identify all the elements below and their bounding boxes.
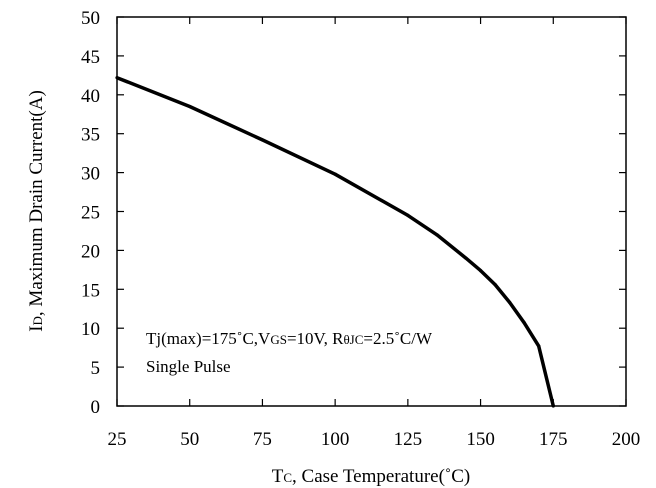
annotation-line-2: Single Pulse [146, 357, 231, 376]
data-point [188, 104, 192, 109]
x-tick-label: 125 [394, 429, 423, 450]
y-tick-label: 10 [81, 319, 100, 340]
y-axis-label: ID, Maximum Drain Current(A) [26, 90, 47, 332]
data-point [522, 321, 526, 325]
x-axis-label: TC, Case Temperature(˚C) [272, 466, 471, 487]
data-point [333, 172, 337, 176]
data-point [478, 269, 483, 273]
x-tick-label: 50 [180, 429, 199, 450]
y-tick-label: 45 [81, 47, 100, 68]
data-point [508, 300, 512, 305]
y-tick-label: 0 [91, 397, 101, 418]
y-tick-label: 25 [81, 203, 100, 224]
y-tick-label: 35 [81, 125, 100, 146]
x-tick-label: 25 [108, 429, 127, 450]
data-point [406, 213, 410, 217]
y-tick-label: 20 [81, 241, 100, 262]
data-point [435, 233, 439, 237]
y-tick-label: 5 [91, 358, 101, 379]
x-tick-label: 150 [466, 429, 495, 450]
annotation-line-1: Tj(max)=175˚C,VGS=10V, RθJC=2.5˚C/W [146, 329, 433, 348]
y-tick-labels: 0 5 10 15 20 25 30 35 40 45 50 [81, 8, 100, 418]
x-tick-labels: 25 50 75 100 125 150 175 200 [108, 429, 641, 450]
data-point [551, 404, 555, 408]
y-tick-label: 30 [81, 164, 100, 185]
x-tick-label: 100 [321, 429, 350, 450]
y-tick-label: 15 [81, 280, 100, 301]
x-tick-label: 175 [539, 429, 568, 450]
data-point [115, 76, 119, 80]
data-point [537, 344, 541, 348]
axis-ticks [116, 16, 627, 407]
y-tick-label: 50 [81, 8, 100, 29]
y-tick-label: 40 [81, 86, 100, 107]
data-point [260, 138, 265, 142]
annotation-box [136, 320, 508, 382]
series-points [115, 76, 555, 408]
x-tick-label: 75 [253, 429, 272, 450]
x-tick-label: 200 [612, 429, 641, 450]
data-point [464, 256, 468, 260]
data-point [493, 283, 497, 287]
